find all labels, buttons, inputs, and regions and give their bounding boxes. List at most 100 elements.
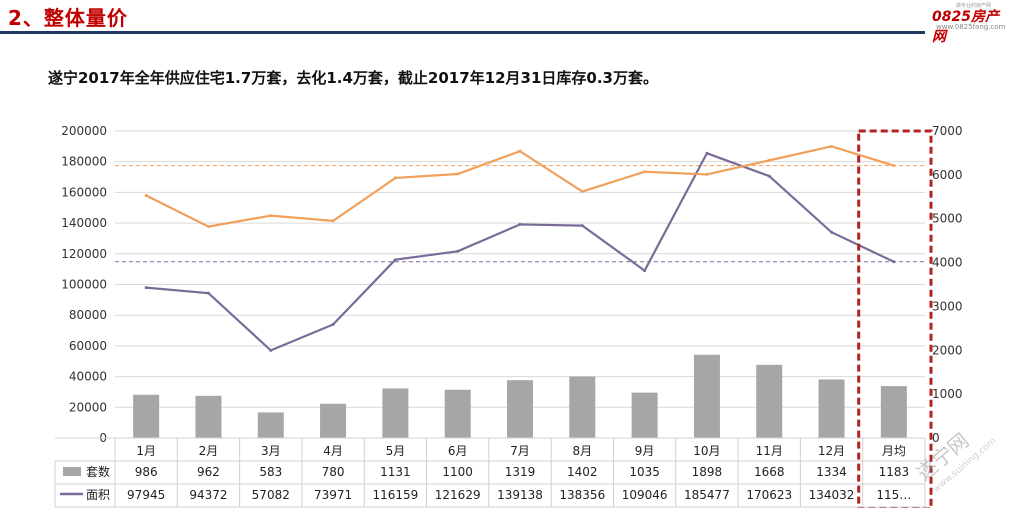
point-均价: [206, 225, 210, 229]
data-label-套数: 962: [197, 465, 220, 479]
logo-text: 0825房产网: [932, 9, 999, 45]
x-axis-tick: 4月: [323, 444, 343, 458]
x-axis-tick: 1月: [136, 444, 156, 458]
x-axis-tick: 6月: [448, 444, 468, 458]
data-label-套数: 1668: [754, 465, 785, 479]
legend-swatch-套数: [63, 467, 81, 476]
point-均价: [331, 219, 335, 223]
logo-tagline: 做专业的房产网: [956, 3, 992, 9]
left-axis-tick: 180000: [61, 155, 107, 169]
left-axis-tick: 100000: [61, 278, 107, 292]
header-divider: [0, 31, 925, 34]
data-label-面积: 138356: [559, 488, 605, 502]
left-axis-tick: 60000: [69, 339, 107, 353]
bar-套数: [693, 354, 720, 438]
x-axis-tick: 月均: [882, 444, 906, 458]
data-label-套数: 1100: [442, 465, 473, 479]
point-均价: [767, 158, 771, 162]
x-axis-tick: 2月: [199, 444, 219, 458]
data-label-套数: 1131: [380, 465, 411, 479]
x-axis-tick: 5月: [386, 444, 406, 458]
left-axis-tick: 20000: [69, 400, 107, 414]
data-label-套数: 1183: [879, 465, 910, 479]
data-label-面积: 57082: [252, 488, 290, 502]
point-面积: [206, 291, 210, 295]
data-label-套数: 1319: [505, 465, 536, 479]
left-axis-tick: 140000: [61, 216, 107, 230]
x-axis-tick: 9月: [635, 444, 655, 458]
x-axis-tick: 3月: [261, 444, 281, 458]
right-axis-tick: 7000: [932, 124, 963, 138]
line-面积: [146, 151, 895, 352]
point-面积: [331, 322, 335, 326]
point-均价: [144, 193, 148, 197]
point-面积: [643, 269, 647, 273]
x-axis-tick: 8月: [572, 444, 592, 458]
point-面积: [518, 222, 522, 226]
bar-套数: [382, 388, 409, 438]
data-label-套数: 1898: [692, 465, 723, 479]
point-面积: [767, 174, 771, 178]
right-axis-tick: 2000: [932, 343, 963, 357]
point-面积: [705, 151, 709, 155]
data-label-套数: 1402: [567, 465, 598, 479]
section-title: 2、整体量价: [8, 6, 128, 30]
bar-套数: [880, 386, 907, 438]
right-axis-tick: 6000: [932, 168, 963, 182]
data-label-面积: 115…: [876, 488, 911, 502]
data-label-套数: 1035: [629, 465, 660, 479]
point-均价: [830, 144, 834, 148]
data-label-套数: 583: [259, 465, 282, 479]
legend-label-套数: 套数: [86, 464, 110, 479]
data-label-面积: 109046: [622, 488, 668, 502]
right-axis-tick: 4000: [932, 256, 963, 270]
bar-套数: [133, 394, 160, 438]
bar-套数: [444, 389, 471, 438]
left-axis-tick: 80000: [69, 308, 107, 322]
point-均价: [705, 172, 709, 176]
bar-套数: [320, 403, 347, 438]
x-axis-tick: 12月: [818, 444, 845, 458]
point-均价: [456, 172, 460, 176]
legend-label-面积: 面积: [86, 488, 110, 502]
data-label-面积: 134032: [809, 488, 855, 502]
point-面积: [830, 230, 834, 234]
data-label-面积: 121629: [435, 488, 481, 502]
data-label-面积: 94372: [189, 488, 227, 502]
x-axis-tick: 7月: [510, 444, 530, 458]
highlight-box-monthly-average: [857, 129, 933, 508]
right-axis-tick: 5000: [932, 212, 963, 226]
bar-套数: [818, 379, 845, 438]
left-axis-tick: 120000: [61, 247, 107, 261]
bar-套数: [631, 392, 658, 438]
right-axis-tick: 1000: [932, 387, 963, 401]
point-均价: [269, 214, 273, 218]
point-面积: [269, 348, 273, 352]
point-面积: [393, 258, 397, 262]
bar-套数: [756, 364, 783, 438]
data-label-套数: 1334: [816, 465, 847, 479]
data-label-面积: 185477: [684, 488, 730, 502]
right-axis-tick: 0: [932, 431, 940, 445]
x-axis-tick: 10月: [693, 444, 720, 458]
point-均价: [643, 170, 647, 174]
point-均价: [518, 149, 522, 153]
bar-套数: [569, 376, 596, 438]
data-label-面积: 73971: [314, 488, 352, 502]
point-均价: [580, 190, 584, 194]
left-axis-tick: 200000: [61, 124, 107, 138]
data-label-面积: 97945: [127, 488, 165, 502]
data-label-套数: 986: [135, 465, 158, 479]
watermark-logo: 遂宁网 www.suining.com: [912, 428, 998, 494]
chart-subtitle: 遂宁2017年全年供应住宅1.7万套，去化1.4万套，截止2017年12月31日…: [48, 69, 658, 87]
x-axis-tick: 11月: [756, 444, 783, 458]
point-面积: [144, 286, 148, 290]
data-label-面积: 139138: [497, 488, 543, 502]
left-axis-tick: 160000: [61, 185, 107, 199]
data-label-面积: 170623: [746, 488, 792, 502]
watermark-seal: 遂宁网 www.suining.com: [912, 428, 998, 494]
site-logo[interactable]: 做专业的房产网 0825房产网 www.0825fang.com: [932, 2, 1012, 45]
logo-url: www.0825fang.com: [936, 23, 1006, 31]
data-label-面积: 116159: [372, 488, 418, 502]
